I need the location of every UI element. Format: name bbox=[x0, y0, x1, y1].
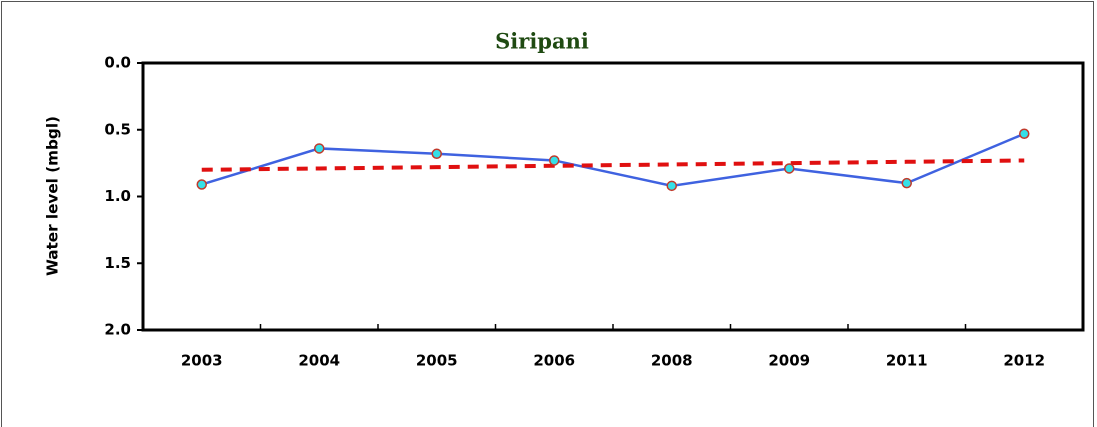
y-tick-label: 1.5 bbox=[104, 254, 131, 272]
data-point bbox=[549, 155, 560, 166]
y-tick-label: 0.5 bbox=[104, 120, 131, 138]
x-tick-label: 2011 bbox=[886, 352, 928, 370]
x-tick-label: 2008 bbox=[651, 352, 693, 370]
y-tick-label: 2.0 bbox=[104, 321, 131, 339]
x-tick-label: 2004 bbox=[298, 352, 340, 370]
x-tick-label: 2005 bbox=[416, 352, 458, 370]
trend-line bbox=[201, 158, 1025, 172]
x-tick-label: 2003 bbox=[181, 352, 223, 370]
y-axis-label: Water level (mbgl) bbox=[44, 116, 62, 276]
data-point bbox=[431, 148, 442, 160]
data-point bbox=[1019, 128, 1030, 140]
data-point bbox=[901, 177, 912, 189]
data-point bbox=[666, 180, 677, 192]
x-tick-label: 2009 bbox=[768, 352, 810, 370]
data-point bbox=[314, 143, 325, 154]
x-tick-label: 2012 bbox=[1003, 352, 1045, 370]
data-point bbox=[196, 179, 207, 190]
series-line bbox=[201, 132, 1025, 188]
plot-area bbox=[141, 61, 1085, 332]
y-tick-label: 1.0 bbox=[104, 187, 131, 205]
y-tick-label: 0.0 bbox=[104, 54, 131, 72]
x-tick-label: 2006 bbox=[533, 352, 575, 370]
chart-title: Siripani bbox=[495, 29, 589, 54]
data-point bbox=[784, 163, 795, 174]
